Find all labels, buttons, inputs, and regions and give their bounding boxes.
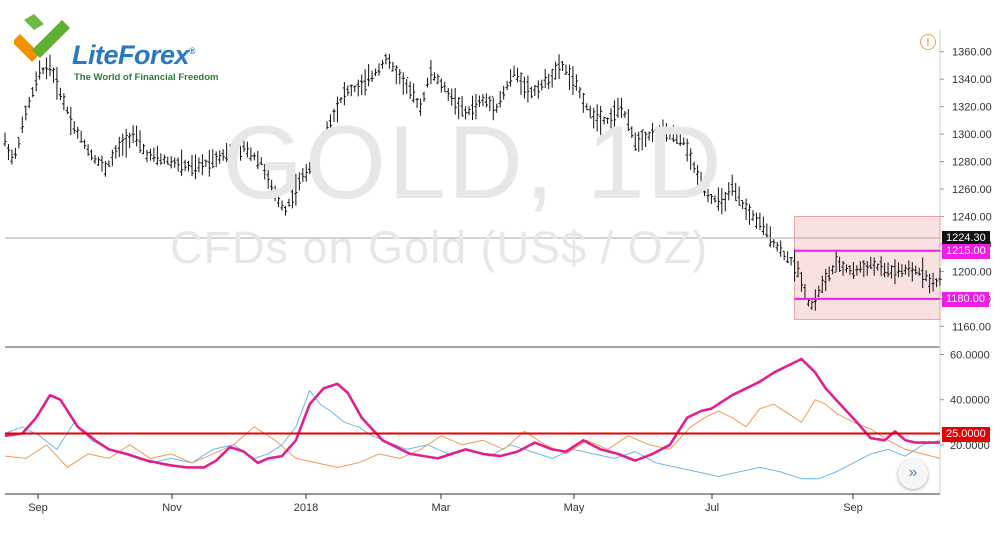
x-tick-label: Sep xyxy=(843,502,863,514)
x-tick-label: Sep xyxy=(28,502,48,514)
level-label: 1180.00 xyxy=(942,291,989,307)
x-tick-label: Nov xyxy=(162,502,182,514)
ind-y-tick-label: 20.0000 xyxy=(950,440,990,452)
y-tick-label: 1160.00 xyxy=(952,321,991,333)
x-tick-label: May xyxy=(564,502,585,514)
y-tick-label: 1280.00 xyxy=(952,157,992,169)
y-tick-label: 1360.00 xyxy=(952,47,992,59)
y-tick-label: 1320.00 xyxy=(952,102,992,114)
x-tick-label: Jul xyxy=(705,502,719,514)
level-label: 1215.00 xyxy=(942,243,990,259)
brand-name: LiteForex® xyxy=(72,40,196,70)
ind-y-tick-label: 60.0000 xyxy=(950,350,990,362)
y-tick-label: 1200.00 xyxy=(952,266,992,278)
y-tick-label: 1260.00 xyxy=(952,184,992,196)
y-tick-label: 1300.00 xyxy=(952,129,992,141)
brand-logo: LiteForex® The World of Financial Freedo… xyxy=(14,12,218,83)
y-tick-label: 1340.00 xyxy=(952,74,992,86)
threshold-label: 25.0000 xyxy=(942,426,990,442)
ind-y-tick-label: 40.0000 xyxy=(950,395,990,407)
logo-mark-icon xyxy=(14,14,70,62)
indicator-series-line xyxy=(4,357,940,469)
last-price-label: 1224.30 xyxy=(942,231,990,246)
x-tick-label: 2018 xyxy=(294,502,318,514)
x-tick-label: Mar xyxy=(432,502,451,514)
brand-tagline: The World of Financial Freedom xyxy=(74,72,219,83)
info-icon[interactable]: ! xyxy=(920,34,936,50)
indicator-series-line xyxy=(4,390,941,480)
y-tick-label: 1240.00 xyxy=(952,211,992,223)
scroll-to-latest-button[interactable]: » xyxy=(898,459,928,489)
indicator-series-line xyxy=(4,399,941,468)
